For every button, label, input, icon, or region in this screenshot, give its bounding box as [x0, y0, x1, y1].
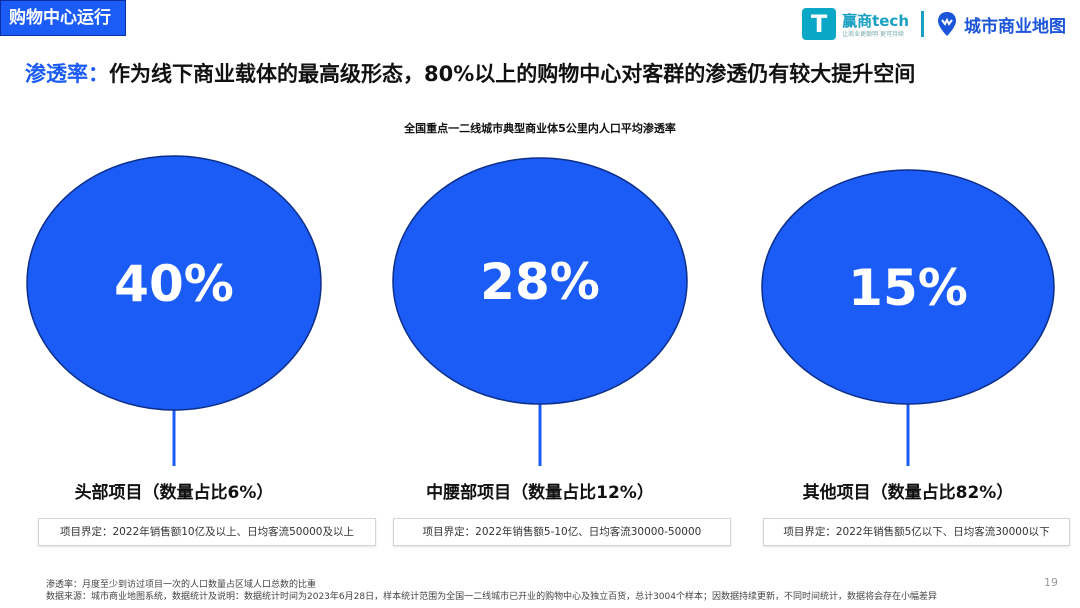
category-definition: 项目界定：2022年销售额10亿及以上、日均客流50000及以上 [38, 518, 376, 546]
brand-logos: T 赢商tech 让商业更聪明 更可持续 城市商业地图 [802, 6, 1066, 42]
category-label: 中腰部项目（数量占比12%） [426, 483, 654, 503]
headline-text: 作为线下商业载体的最高级形态，80%以上的购物中心对客群的渗透仍有较大提升空间 [109, 62, 916, 86]
map-pin-icon [938, 12, 956, 36]
bubble-value-label: 15% [848, 259, 968, 317]
brand-t-logo-icon: T [802, 8, 837, 40]
bubble [26, 155, 322, 411]
bubble [761, 169, 1055, 405]
note-source: 数据来源：城市商业地图系统，数据统计及说明：数据统计时间为2023年6月28日，… [46, 592, 937, 602]
bubble-value-label: 40% [114, 255, 234, 313]
chart-title: 全国重点一二线城市典型商业体5公里内人口平均渗透率 [404, 122, 676, 135]
brand-left-name: 赢商tech [842, 11, 909, 30]
category-label: 头部项目（数量占比6%） [74, 483, 274, 503]
brand-left-slogan: 让商业更聪明 更可持续 [842, 30, 904, 38]
section-tag: 购物中心运行 [0, 0, 126, 36]
bubble-value-label: 28% [480, 253, 600, 311]
brand-right-name: 城市商业地图 [964, 16, 1066, 37]
headline-key: 渗透率： [25, 62, 109, 86]
category-definition: 项目界定：2022年销售额5亿以下、日均客流30000以下 [763, 518, 1070, 546]
category-label: 其他项目（数量占比82%） [802, 483, 1014, 503]
page-number: 19 [1044, 576, 1058, 589]
brand-divider [921, 11, 924, 37]
headline: 渗透率：作为线下商业载体的最高级形态，80%以上的购物中心对客群的渗透仍有较大提… [25, 58, 915, 88]
category-definition: 项目界定：2022年销售额5-10亿、日均客流30000-50000 [393, 518, 731, 546]
note-definition: 渗透率：月度至少到访过项目一次的人口数量占区域人口总数的比重 [46, 580, 317, 590]
bubble [392, 157, 688, 405]
brand-left: 赢商tech 让商业更聪明 更可持续 [842, 10, 909, 39]
